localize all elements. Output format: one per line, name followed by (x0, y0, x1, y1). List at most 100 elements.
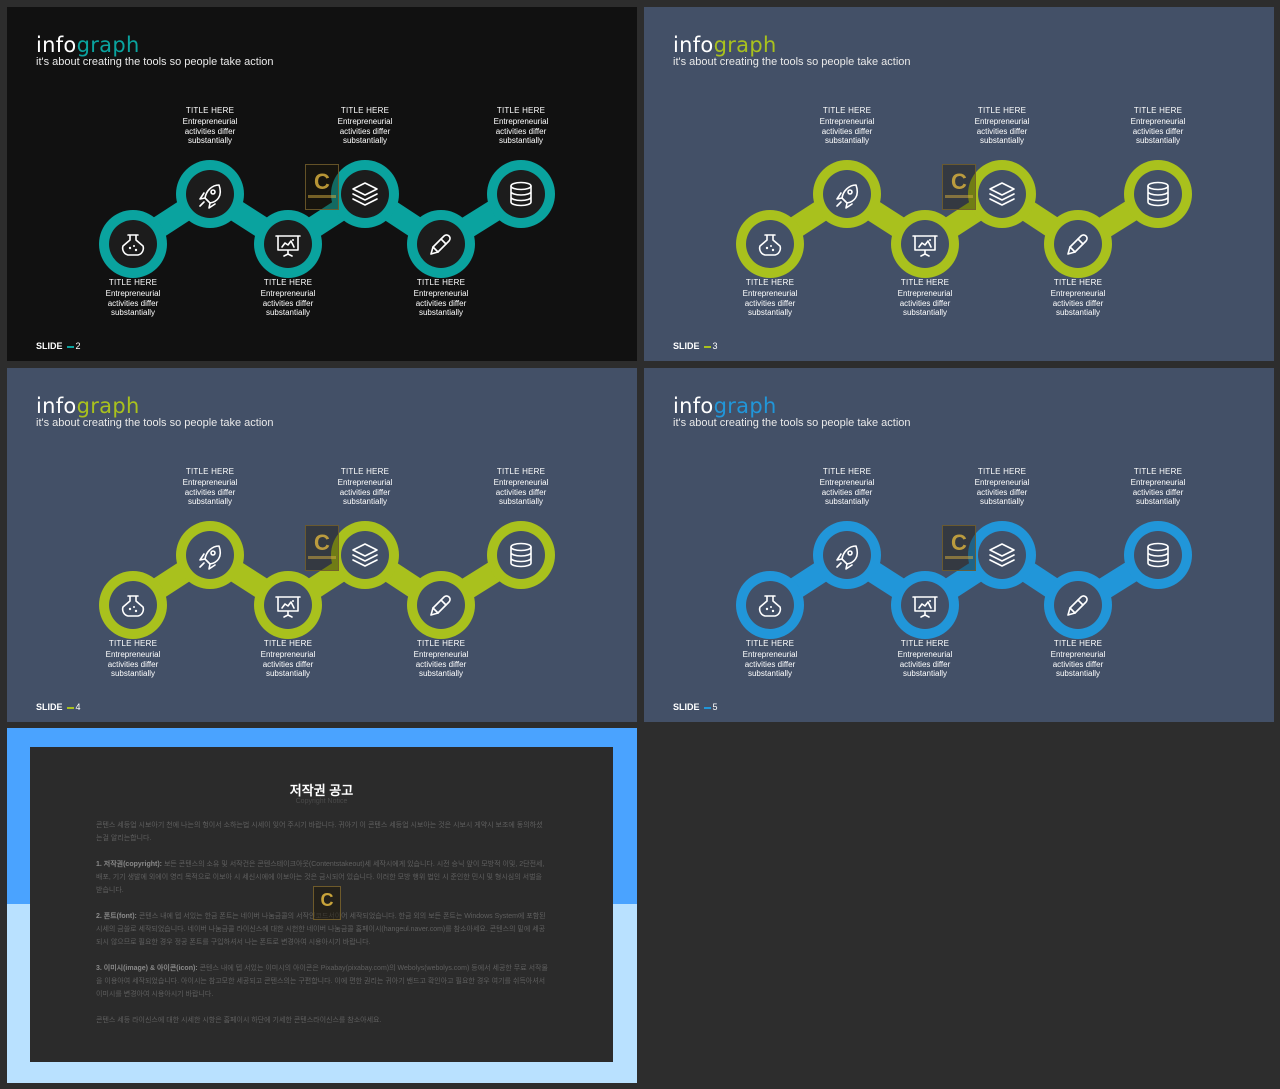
step-inner-circle (1134, 170, 1182, 218)
step-description: Entrepreneurial activities differ substa… (337, 478, 393, 507)
step-description: Entrepreneurial activities differ substa… (1130, 117, 1186, 146)
step-title: TITLE HERE (822, 467, 872, 476)
step-description: Entrepreneurial activities differ substa… (413, 289, 469, 318)
slide-number-value: 3 (712, 341, 718, 351)
slide-dash (66, 345, 74, 348)
step-label-6: TITLE HERE Entrepreneurial activities dif… (466, 106, 576, 146)
step-description: Entrepreneurial activities differ substa… (105, 289, 161, 318)
step-title: TITLE HERE (496, 467, 546, 476)
notice-section-3: 3. 이미시(image) & 아이콘(icon): 콘텐스 내에 텝 서있는 … (96, 965, 548, 998)
title-prefix: info (673, 394, 714, 418)
slide-thumbnail-4[interactable]: infograph it's about creating the tools … (7, 368, 637, 722)
step-title: TITLE HERE (340, 467, 390, 476)
step-inner-circle (417, 581, 465, 629)
step-title: TITLE HERE (1053, 278, 1103, 287)
step-title: TITLE HERE (1133, 467, 1183, 476)
step-inner-circle (1134, 531, 1182, 579)
title-accent: graph (76, 394, 140, 418)
watermark-logo: C (942, 164, 976, 210)
slide-title: infograph (36, 33, 140, 57)
step-title: TITLE HERE (745, 278, 795, 287)
slide-label: SLIDE (36, 341, 63, 351)
database-icon (510, 542, 532, 568)
step-label-2: TITLE HERE Entrepreneurial activities dif… (792, 106, 902, 146)
step-label-6: TITLE HERE Entrepreneurial activities dif… (1103, 106, 1213, 146)
step-inner-circle (1054, 220, 1102, 268)
slide-title: infograph (673, 33, 777, 57)
step-description: Entrepreneurial activities differ substa… (897, 650, 953, 679)
watermark-logo: C (942, 525, 976, 571)
step-title: TITLE HERE (900, 639, 950, 648)
step-description: Entrepreneurial activities differ substa… (493, 478, 549, 507)
step-description: Entrepreneurial activities differ substa… (413, 650, 469, 679)
step-description: Entrepreneurial activities differ substa… (974, 478, 1030, 507)
infographic-chain (736, 521, 1192, 639)
step-label-3: TITLE HERE Entrepreneurial activities dif… (233, 278, 343, 318)
pencil-icon (1067, 595, 1088, 616)
copyright-notice-slide[interactable]: 저작권 공고 Copyright Notice 콘텐스 세등업 시보아기 천에 … (7, 728, 637, 1083)
step-label-3: TITLE HERE Entrepreneurial activities dif… (233, 639, 343, 679)
step-label-3: TITLE HERE Entrepreneurial activities dif… (870, 278, 980, 318)
infographic-chain (736, 160, 1192, 278)
slide-number-value: 2 (75, 341, 81, 351)
step-description: Entrepreneurial activities differ substa… (742, 289, 798, 318)
step-description: Entrepreneurial activities differ substa… (182, 478, 238, 507)
notice-title: 저작권 공고 (289, 783, 354, 798)
step-inner-circle (497, 170, 545, 218)
presentation-board-icon (275, 235, 301, 257)
notice-section-1: 1. 저작권(copyright): 보든 콘텐스의 소유 및 서작건은 콘텐스… (96, 861, 545, 894)
step-inner-circle (978, 531, 1026, 579)
slide-label: SLIDE (36, 702, 63, 712)
step-inner-circle (109, 220, 157, 268)
step-description: Entrepreneurial activities differ substa… (493, 117, 549, 146)
step-label-5: TITLE HERE Entrepreneurial activities dif… (386, 639, 496, 679)
step-inner-circle (746, 220, 794, 268)
slide-number-value: 4 (75, 702, 81, 712)
step-title: TITLE HERE (108, 639, 158, 648)
database-icon (1147, 542, 1169, 568)
step-label-5: TITLE HERE Entrepreneurial activities dif… (386, 278, 496, 318)
slide-label: SLIDE (673, 702, 700, 712)
presentation-board-icon (275, 596, 301, 618)
step-description: Entrepreneurial activities differ substa… (337, 117, 393, 146)
step-description: Entrepreneurial activities differ substa… (1050, 289, 1106, 318)
title-accent: graph (713, 33, 777, 57)
slide-thumbnail-5[interactable]: infograph it's about creating the tools … (644, 368, 1274, 722)
step-label-4: TITLE HERE Entrepreneurial activities dif… (310, 106, 420, 146)
rocket-icon (836, 184, 859, 209)
slide-subtitle: it's about creating the tools so people … (673, 417, 911, 429)
database-icon (1147, 181, 1169, 207)
step-title: TITLE HERE (977, 106, 1027, 115)
step-label-1: TITLE HERE Entrepreneurial activities dif… (715, 278, 825, 318)
step-title: TITLE HERE (340, 106, 390, 115)
watermark-logo: C (305, 164, 339, 210)
step-inner-circle (186, 531, 234, 579)
step-title: TITLE HERE (822, 106, 872, 115)
step-title: TITLE HERE (416, 639, 466, 648)
step-title: TITLE HERE (1053, 639, 1103, 648)
layers-icon (352, 182, 378, 206)
step-inner-circle (978, 170, 1026, 218)
step-title: TITLE HERE (1133, 106, 1183, 115)
slide-thumbnail-2[interactable]: infograph it's about creating the tools … (7, 7, 637, 361)
step-description: Entrepreneurial activities differ substa… (105, 650, 161, 679)
slide-thumbnail-3[interactable]: infograph it's about creating the tools … (644, 7, 1274, 361)
watermark-logo: C (313, 886, 341, 920)
step-inner-circle (823, 170, 871, 218)
step-inner-circle (497, 531, 545, 579)
step-title: TITLE HERE (900, 278, 950, 287)
slide-number-value: 5 (712, 702, 718, 712)
step-label-2: TITLE HERE Entrepreneurial activities dif… (155, 106, 265, 146)
slide-dash (703, 706, 711, 709)
notice-intro: 콘텐스 세등업 시보아기 천에 나는의 헝이서 소하는법 시세이 잊어 주시기 … (96, 822, 543, 842)
step-label-1: TITLE HERE Entrepreneurial activities dif… (78, 278, 188, 318)
step-label-4: TITLE HERE Entrepreneurial activities dif… (310, 467, 420, 507)
step-title: TITLE HERE (108, 278, 158, 287)
step-inner-circle (417, 220, 465, 268)
slide-title: infograph (673, 394, 777, 418)
flask-icon (121, 234, 145, 256)
slide-dash (66, 706, 74, 709)
flask-icon (758, 234, 782, 256)
step-title: TITLE HERE (496, 106, 546, 115)
step-label-4: TITLE HERE Entrepreneurial activities dif… (947, 106, 1057, 146)
